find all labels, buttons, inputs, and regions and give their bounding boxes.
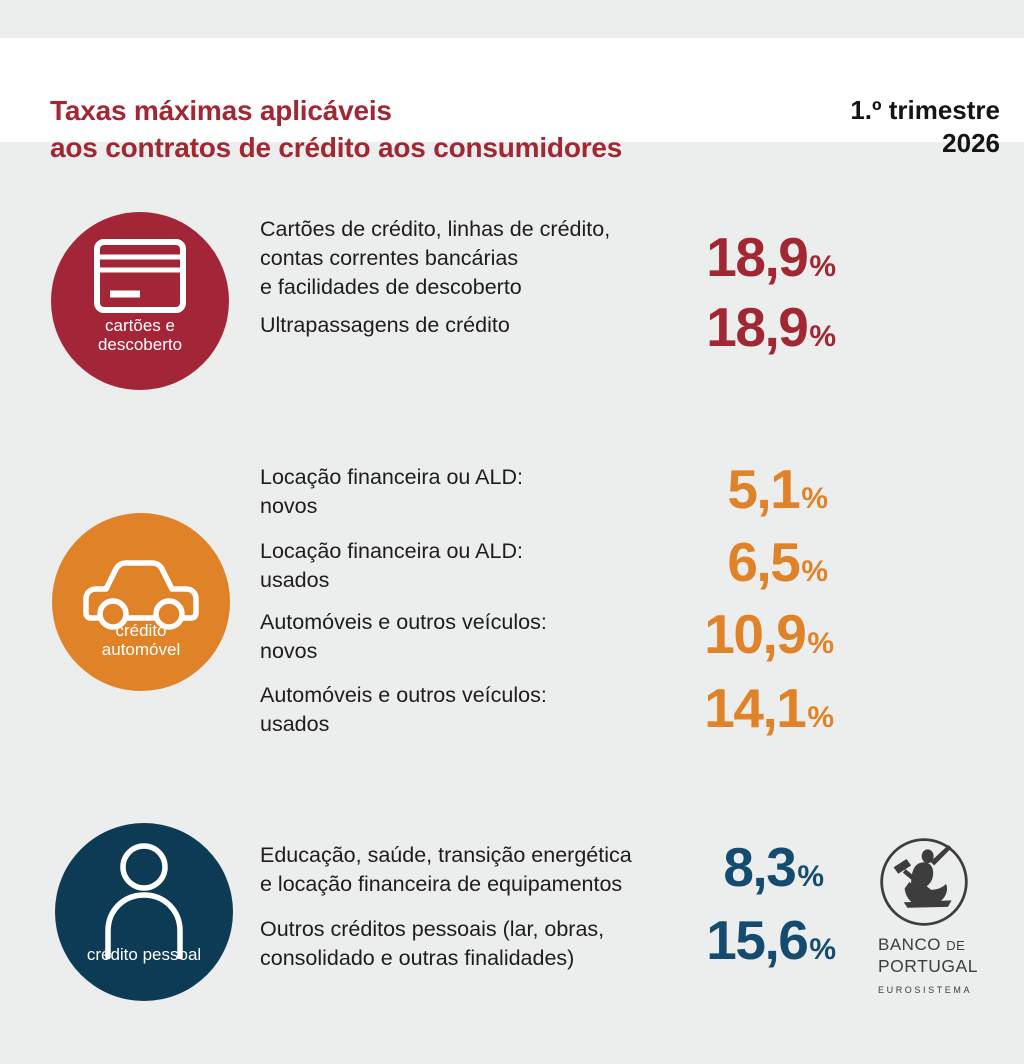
percent-sign: %	[809, 250, 836, 283]
percent-sign: %	[797, 860, 824, 893]
item-description: Locação financeira ou ALD: usados	[260, 539, 523, 592]
banco-de-portugal-logo: BANCO DE PORTUGAL EUROSISTEMA	[878, 836, 988, 1001]
percent-sign: %	[807, 701, 834, 734]
percent-sign: %	[807, 627, 834, 660]
item-rate: 6,5%	[727, 531, 828, 593]
item-rate: 8,3%	[723, 836, 824, 898]
car-icon	[52, 547, 230, 631]
category-label: cartões e descoberto	[97, 316, 183, 354]
page-title: Taxas máximas aplicáveis aos contratos d…	[50, 92, 622, 166]
item-description: Automóveis e outros veículos: novos	[260, 610, 547, 663]
item-rate: 18,9%	[706, 226, 836, 288]
category-label: crédito automóvel	[101, 621, 181, 659]
item-rate: 14,1%	[704, 677, 834, 739]
item-description: Locação financeira ou ALD: novos	[260, 465, 523, 518]
banco-de-portugal-emblem-icon	[880, 838, 968, 926]
percent-sign: %	[801, 555, 828, 588]
period-line1: 1.º trimestre	[850, 95, 1000, 125]
credit-card-icon	[51, 238, 229, 314]
percent-sign: %	[809, 933, 836, 966]
percent-sign: %	[809, 320, 836, 353]
category-label: crédito pessoal	[86, 945, 202, 964]
category-circle-cartoes-descoberto: cartões e descoberto	[51, 212, 229, 390]
category-circle-credito-automovel: crédito automóvel	[52, 513, 230, 691]
item-rate: 5,1%	[727, 458, 828, 520]
item-description: Ultrapassagens de crédito	[260, 313, 510, 337]
banco-de-portugal-wordmark: BANCO DE PORTUGAL EUROSISTEMA	[878, 935, 978, 995]
percent-sign: %	[801, 482, 828, 515]
person-icon	[55, 839, 233, 959]
page-title-line1: Taxas máximas aplicáveis	[50, 95, 392, 126]
item-description: Outros créditos pessoais (lar, obras, co…	[260, 917, 605, 970]
page-title-line2: aos contratos de crédito aos consumidore…	[50, 132, 623, 163]
item-description: Automóveis e outros veículos: usados	[260, 683, 547, 736]
period-label: 1.º trimestre 2026	[850, 94, 1000, 160]
item-rate: 10,9%	[704, 603, 834, 665]
category-circle-credito-pessoal: crédito pessoal	[55, 823, 233, 1001]
header-band: Taxas máximas aplicáveis aos contratos d…	[0, 38, 1024, 163]
item-description: Educação, saúde, transição energética e …	[260, 843, 632, 896]
item-rate: 15,6%	[706, 909, 836, 971]
item-rate: 18,9%	[706, 296, 836, 358]
period-line2: 2026	[942, 128, 1000, 158]
item-description: Cartões de crédito, linhas de crédito, c…	[260, 217, 611, 299]
